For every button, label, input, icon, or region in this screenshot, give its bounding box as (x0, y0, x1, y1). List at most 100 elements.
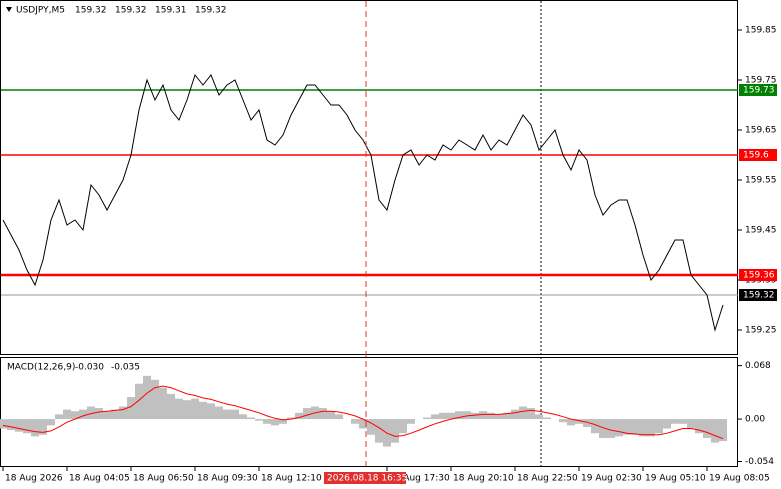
histogram-bar (175, 398, 183, 420)
histogram-bar (543, 417, 551, 420)
histogram-bar (327, 411, 335, 420)
histogram-bar (79, 409, 87, 420)
x-tick-label: 18 Aug 20:10 (453, 474, 514, 484)
histogram-bar (215, 406, 223, 420)
histogram-bar (663, 419, 671, 429)
histogram-bar (295, 412, 303, 420)
histogram-bar (567, 419, 575, 426)
x-tick-label: 19 Aug 08:05 (709, 474, 770, 484)
histogram-bar (231, 409, 239, 420)
histogram-bar (711, 419, 719, 443)
price-level-box (739, 269, 777, 281)
histogram-bar (263, 419, 271, 424)
y-tick-label: 159.85 (745, 26, 777, 36)
histogram-bar (559, 419, 567, 423)
histogram-bar (375, 419, 383, 443)
histogram-bar (695, 419, 703, 434)
ohlc-value: 159.32 (75, 6, 107, 16)
signal-line (2, 385, 724, 440)
histogram-bar (151, 379, 159, 420)
histogram-bar (39, 419, 47, 435)
price-level-box (739, 289, 777, 301)
histogram-bar (575, 419, 583, 424)
histogram-bar (0, 419, 7, 429)
price-level-label: 159.73 (743, 86, 775, 96)
crosshair-box (324, 472, 406, 484)
histogram-bar (143, 375, 151, 420)
histogram-bar (535, 414, 543, 420)
y-tick-label: 159.25 (745, 326, 777, 336)
y-tick-label: -0.054 (745, 457, 774, 467)
histogram-bar (223, 409, 231, 420)
histogram-bar (439, 412, 447, 420)
histogram-bar (719, 419, 727, 442)
histogram-bar (455, 411, 463, 420)
histogram-bar (639, 419, 647, 437)
indicator-value: -0.035 (111, 363, 140, 373)
histogram-bar (47, 419, 55, 426)
header: USDJPY,M5 (16, 6, 65, 16)
histogram-bar (367, 419, 375, 435)
histogram-bar (271, 419, 279, 426)
histogram-bar (687, 419, 695, 429)
histogram-bar (655, 419, 663, 434)
y-tick-label: 159.45 (745, 226, 777, 236)
histogram-bar (479, 411, 487, 420)
price-level-label: 159.6 (743, 151, 769, 161)
histogram-bar (679, 419, 687, 424)
price-level-box (739, 149, 777, 161)
histogram-bar (591, 419, 599, 434)
symbol-label: USDJPY,M5 (16, 6, 65, 16)
histogram-bar (103, 411, 111, 420)
histogram-bar (615, 419, 623, 437)
histogram-bar (495, 414, 503, 420)
x-tick-label: 18 Aug 04:05 (69, 474, 130, 484)
histogram-bar (359, 419, 367, 429)
x-tick-label: 18 Aug 17:30 (389, 474, 450, 484)
x-tick-label: 18 Aug 2026 (5, 474, 63, 484)
histogram-bar (631, 419, 639, 435)
histogram-bar (351, 419, 359, 424)
y-tick-label: 159.75 (745, 76, 777, 86)
histogram-bar (279, 419, 287, 424)
histogram-bar (399, 419, 407, 434)
x-tick-label: 18 Aug 06:50 (133, 474, 194, 484)
x-tick-label: 18 Aug 22:50 (517, 474, 578, 484)
y-tick-label: 0.068 (745, 361, 771, 371)
histogram-bar (583, 419, 591, 427)
y-tick-label: 159.55 (745, 176, 777, 186)
histogram-bar (527, 408, 535, 420)
price-level-label: 159.36 (743, 271, 775, 281)
histogram-bar (255, 419, 263, 421)
histogram-bar (159, 387, 167, 420)
price-level-box (739, 84, 777, 96)
histogram-bar (407, 419, 415, 424)
histogram-bar (167, 393, 175, 420)
histogram-bar (287, 417, 295, 420)
histogram-bar (447, 412, 455, 420)
x-tick-label: 19 Aug 05:10 (645, 474, 706, 484)
histogram-bar (127, 397, 135, 420)
histogram-bar (183, 400, 191, 420)
histogram-bar (335, 414, 343, 420)
histogram-bar (111, 409, 119, 420)
histogram-bar (71, 411, 79, 420)
histogram-bar (599, 419, 607, 438)
histogram-bar (503, 412, 511, 420)
histogram-bar (519, 406, 527, 420)
histogram-bar (15, 419, 23, 432)
histogram-bar (135, 383, 143, 420)
ohlc-value: 159.32 (195, 6, 227, 16)
histogram-bar (31, 419, 39, 437)
histogram-bar (7, 419, 15, 431)
histogram-bar (703, 419, 711, 438)
dropdown-icon (6, 7, 12, 12)
main-panel (0, 0, 738, 355)
histogram-bar (671, 419, 679, 424)
x-tick-label: 19 Aug 02:30 (581, 474, 642, 484)
macd-title: MACD(12,26,9) (7, 363, 75, 373)
histogram-bar (239, 414, 247, 420)
histogram-bar (207, 403, 215, 420)
x-tick-label: 18 Aug 12:10 (261, 474, 322, 484)
